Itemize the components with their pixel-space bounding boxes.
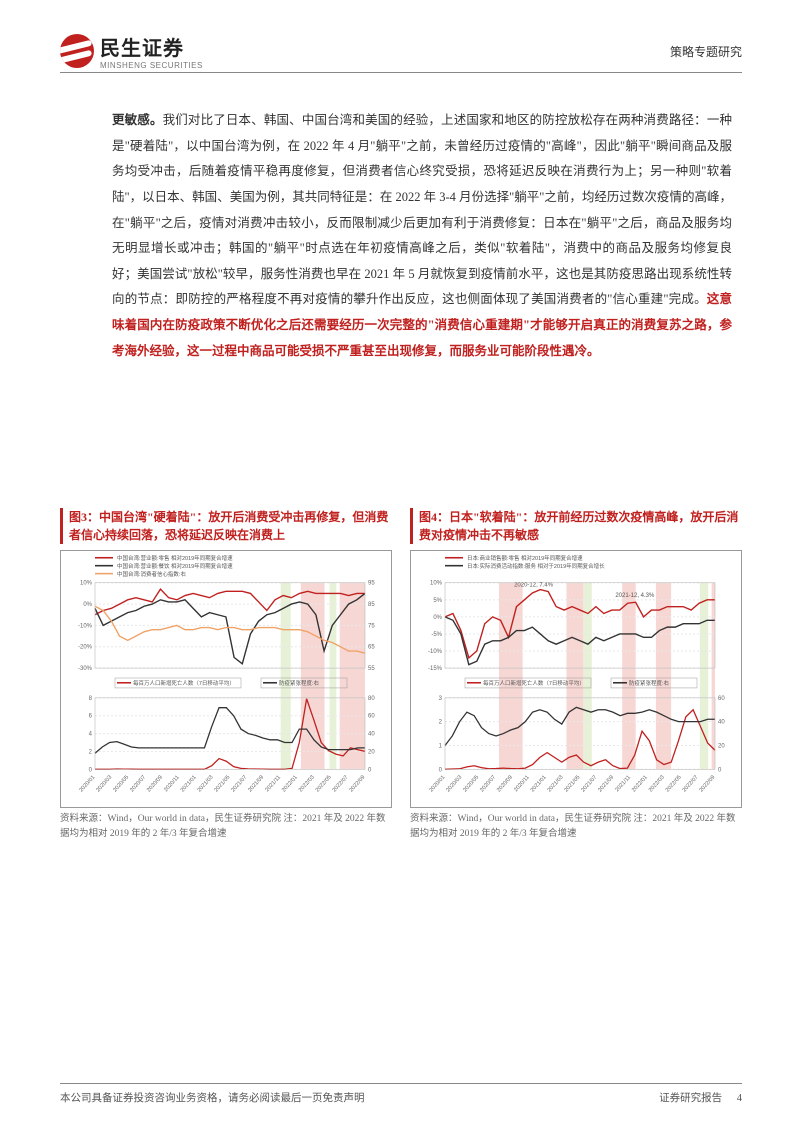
- brand-name-cn: 民生证券: [100, 32, 203, 61]
- fig3-caption: 图3：中国台湾"硬着陆"：放开后消费受冲击再修复，但消费者信心持续回落，恐将延迟…: [60, 508, 392, 544]
- svg-text:55: 55: [368, 666, 375, 672]
- svg-text:-30%: -30%: [78, 666, 93, 672]
- svg-text:20: 20: [718, 743, 725, 749]
- body-paragraph: 更敏感。我们对比了日本、韩国、中国台湾和美国的经验，上述国家和地区的防控放松存在…: [112, 108, 732, 364]
- fig3-chart: 中国台湾:营业额:零售 相对2019年同期复合增速中国台湾:营业额:餐饮 相对2…: [60, 550, 392, 808]
- svg-text:日本:实际消费活动指数:服务 相对于2019年同期复合增长: 日本:实际消费活动指数:服务 相对于2019年同期复合增长: [467, 562, 605, 570]
- svg-text:65: 65: [368, 645, 375, 651]
- svg-text:5%: 5%: [433, 598, 442, 604]
- svg-text:每百万人口新增死亡人数（7日移动平均）: 每百万人口新增死亡人数（7日移动平均）: [483, 679, 585, 687]
- svg-text:80: 80: [368, 696, 375, 702]
- svg-text:防疫紧张程度:右: 防疫紧张程度:右: [629, 679, 669, 687]
- svg-text:95: 95: [368, 581, 375, 587]
- svg-text:0%: 0%: [83, 602, 92, 608]
- svg-text:防疫紧张程度:右: 防疫紧张程度:右: [279, 679, 319, 687]
- svg-text:中国台湾:营业额:零售 相对2019年同期复合增速: 中国台湾:营业额:零售 相对2019年同期复合增速: [117, 554, 233, 562]
- figure-3: 图3：中国台湾"硬着陆"：放开后消费受冲击再修复，但消费者信心持续回落，恐将延迟…: [60, 508, 392, 842]
- svg-text:60: 60: [718, 696, 725, 702]
- footer-disclaimer: 本公司具备证券投资咨询业务资格，请务必阅读最后一页免责声明: [60, 1090, 365, 1105]
- fig4-source: 资料来源：Wind，Our world in data，民生证券研究院 注：20…: [410, 812, 742, 842]
- svg-text:每百万人口新增死亡人数（7日移动平均）: 每百万人口新增死亡人数（7日移动平均）: [133, 679, 235, 687]
- brand-logo: 民生证券 MINSHENG SECURITIES: [60, 32, 203, 70]
- fig4-chart: 日本:商业销售额:零售 相对2019年同期复合增速日本:实际消费活动指数:服务 …: [410, 550, 742, 808]
- svg-text:10%: 10%: [430, 581, 443, 587]
- page-number: 4: [737, 1093, 742, 1104]
- lead-bold: 更敏感。: [112, 113, 163, 127]
- svg-text:85: 85: [368, 602, 375, 608]
- svg-text:-20%: -20%: [78, 645, 93, 651]
- page-footer: 本公司具备证券投资咨询业务资格，请务必阅读最后一页免责声明 证券研究报告 4: [60, 1083, 742, 1105]
- svg-text:中国台湾:消费者信心指数:右: 中国台湾:消费者信心指数:右: [117, 570, 186, 578]
- body-p1: 我们对比了日本、韩国、中国台湾和美国的经验，上述国家和地区的防控放松存在两种消费…: [112, 113, 732, 306]
- svg-text:0%: 0%: [433, 615, 442, 621]
- footer-divider: [60, 1083, 742, 1084]
- svg-text:-5%: -5%: [431, 632, 442, 638]
- fig4-caption: 图4：日本"软着陆"：放开前经历过数次疫情高峰，放开后消费对疫情冲击不再敏感: [410, 508, 742, 544]
- doc-type-label: 策略专题研究: [670, 43, 742, 60]
- figures-row: 图3：中国台湾"硬着陆"：放开后消费受冲击再修复，但消费者信心持续回落，恐将延迟…: [60, 508, 742, 842]
- svg-text:60: 60: [368, 714, 375, 720]
- svg-text:40: 40: [368, 732, 375, 738]
- svg-text:中国台湾:营业额:餐饮 相对2019年同期复合增速: 中国台湾:营业额:餐饮 相对2019年同期复合增速: [117, 562, 233, 570]
- svg-text:2021-12, 4.3%: 2021-12, 4.3%: [615, 593, 655, 599]
- svg-text:2020-12, 7.4%: 2020-12, 7.4%: [514, 583, 554, 589]
- svg-text:-10%: -10%: [78, 623, 93, 629]
- svg-text:20: 20: [368, 749, 375, 755]
- svg-text:-10%: -10%: [428, 649, 443, 655]
- page-header: 民生证券 MINSHENG SECURITIES 策略专题研究: [60, 32, 742, 70]
- logo-mark-icon: [60, 34, 94, 68]
- svg-text:日本:商业销售额:零售 相对2019年同期复合增速: 日本:商业销售额:零售 相对2019年同期复合增速: [467, 554, 583, 562]
- svg-text:10%: 10%: [80, 581, 93, 587]
- svg-text:75: 75: [368, 623, 375, 629]
- figure-4: 图4：日本"软着陆"：放开前经历过数次疫情高峰，放开后消费对疫情冲击不再敏感 日…: [410, 508, 742, 842]
- header-divider: [60, 72, 742, 73]
- brand-name-en: MINSHENG SECURITIES: [100, 61, 203, 70]
- svg-text:40: 40: [718, 720, 725, 726]
- fig3-source: 资料来源：Wind，Our world in data，民生证券研究院 注：20…: [60, 812, 392, 842]
- svg-text:-15%: -15%: [428, 666, 443, 672]
- footer-report-label: 证券研究报告: [659, 1093, 722, 1104]
